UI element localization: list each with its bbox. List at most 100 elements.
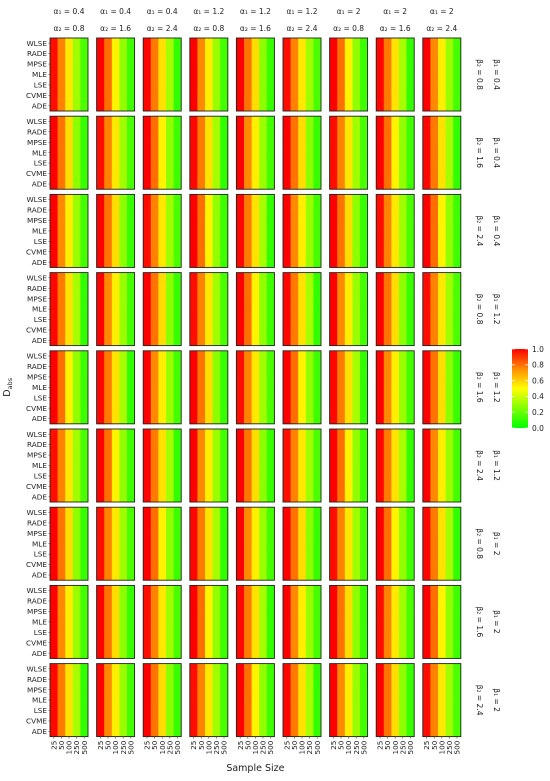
row-facet-label-beta2: β₂ = 2.4	[475, 216, 484, 247]
heatmap-cell	[337, 126, 346, 138]
heatmap-cell	[119, 38, 128, 49]
heatmap-cell	[65, 528, 74, 539]
heatmap-cell	[189, 616, 198, 628]
heatmap-cell	[360, 637, 368, 649]
heatmap-cell	[173, 272, 182, 284]
heatmap-cell	[96, 116, 105, 128]
heatmap-cell	[104, 481, 113, 492]
heatmap-cell	[119, 314, 128, 326]
panel-frame	[329, 428, 369, 503]
heatmap-cell	[337, 616, 346, 628]
heatmap-cell	[259, 684, 268, 696]
panel-frame	[189, 272, 229, 347]
heatmap-cell	[383, 726, 392, 737]
heatmap-cell	[220, 413, 229, 425]
heatmap-cell	[337, 293, 346, 305]
heatmap-cell	[305, 538, 314, 550]
heatmap-cell	[391, 204, 400, 216]
heatmap-cell	[65, 517, 74, 529]
heatmap-cell	[205, 585, 213, 597]
heatmap-cell	[72, 293, 81, 305]
heatmap-cell	[166, 606, 174, 618]
heatmap-cell	[259, 538, 268, 550]
heatmap-cell	[197, 402, 206, 414]
heatmap-cell	[305, 674, 314, 685]
heatmap-cell	[166, 715, 174, 727]
heatmap-cell	[360, 392, 368, 404]
heatmap-cell	[244, 194, 252, 206]
y-tick-label: RADE	[27, 49, 47, 58]
heatmap-cell	[352, 663, 361, 675]
heatmap-cell	[143, 371, 152, 383]
heatmap-cell	[360, 246, 368, 258]
heatmap-cell	[251, 204, 260, 216]
heatmap-cell	[127, 674, 135, 685]
heatmap-cell	[259, 178, 268, 190]
x-tick-label: 500	[173, 740, 182, 754]
heatmap-cell	[244, 627, 252, 638]
heatmap-cell	[313, 157, 322, 169]
heatmap-cell	[220, 627, 229, 638]
heatmap-cell	[406, 470, 415, 482]
heatmap-cell	[111, 303, 120, 315]
heatmap-cell	[391, 548, 400, 560]
heatmap-cell	[72, 684, 81, 696]
heatmap-cell	[57, 90, 66, 101]
heatmap-cell	[212, 491, 221, 503]
heatmap-cell	[197, 58, 206, 70]
heatmap-cell	[150, 392, 159, 404]
x-tick-label: 25	[329, 741, 338, 750]
heatmap-cell	[422, 481, 431, 492]
heatmap-cell	[158, 157, 167, 169]
heatmap-cell	[220, 460, 229, 472]
heatmap-cell	[65, 402, 74, 414]
heatmap-cell	[72, 402, 81, 414]
heatmap-cell	[283, 726, 291, 737]
heatmap-cell	[290, 126, 299, 138]
heatmap-cell	[119, 293, 128, 305]
heatmap-cell	[111, 126, 120, 138]
heatmap-cell	[445, 371, 454, 383]
heatmap-cell	[72, 147, 81, 159]
heatmap-cell	[344, 293, 353, 305]
heatmap-cell	[360, 194, 368, 206]
heatmap-cell	[111, 392, 120, 404]
heatmap-cell	[143, 69, 152, 81]
heatmap-cell	[298, 100, 307, 112]
heatmap-cell	[158, 637, 167, 649]
heatmap-cell	[422, 236, 431, 247]
heatmap-cell	[438, 470, 446, 482]
heatmap-cell	[383, 194, 392, 206]
heatmap-cell	[352, 647, 361, 659]
heatmap-cell	[283, 116, 291, 128]
heatmap-cell	[197, 361, 206, 373]
heatmap-cell	[290, 470, 299, 482]
y-tick-label: ADE	[32, 414, 48, 423]
heatmap-cell	[50, 595, 58, 607]
heatmap-cell	[189, 157, 198, 169]
heatmap-cell	[313, 204, 322, 216]
y-tick-label: LSE	[34, 628, 48, 637]
heatmap-cell	[72, 439, 81, 451]
heatmap-cell	[205, 350, 213, 362]
heatmap-cell	[352, 350, 361, 362]
column-facet-label-alpha1: α₁ = 2	[383, 7, 407, 16]
heatmap-cell	[399, 491, 407, 503]
heatmap-cell	[383, 324, 392, 336]
heatmap-cell	[298, 204, 307, 216]
heatmap-cell	[399, 715, 407, 727]
heatmap-cell	[158, 58, 167, 70]
heatmap-cell	[337, 303, 346, 315]
heatmap-cell	[391, 449, 400, 461]
heatmap-cell	[283, 147, 291, 159]
heatmap-cell	[383, 116, 392, 128]
heatmap-cell	[352, 38, 361, 49]
heatmap-cell	[244, 616, 252, 628]
heatmap-cell	[96, 382, 105, 393]
heatmap-cell	[96, 684, 105, 696]
heatmap-cell	[220, 705, 229, 717]
heatmap-cell	[329, 371, 338, 383]
heatmap-cell	[197, 225, 206, 237]
heatmap-cell	[344, 236, 353, 247]
heatmap-cell	[104, 168, 113, 180]
